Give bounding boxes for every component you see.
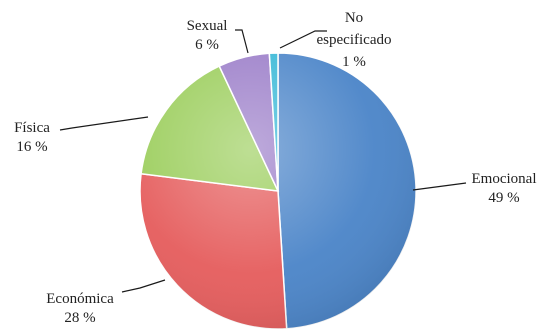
leader-line-emocional	[412, 182, 467, 191]
slice-label-emocional: Emocional	[472, 171, 537, 187]
slice-value-fisica: 16 %	[16, 139, 47, 155]
leader-line-fisica	[59, 116, 149, 131]
slice-value-no-especificado: 1 %	[342, 54, 366, 70]
slice-label-sexual: Sexual	[187, 18, 228, 34]
slice-value-economica: 28 %	[64, 310, 95, 326]
leader-line-economica	[121, 279, 166, 293]
slice-value-emocional: 49 %	[488, 190, 519, 206]
slice-label-fisica: Física	[14, 120, 50, 136]
slice-label-no-especificado-line2: especificado	[317, 32, 392, 48]
slice-label-economica: Económica	[46, 291, 114, 307]
leader-line-sexual	[235, 29, 249, 54]
pie-slice-economica	[139, 172, 288, 330]
pie-slices	[139, 52, 417, 330]
pie-slice-emocional	[277, 52, 417, 330]
leader-line-no-especificado	[279, 30, 327, 49]
slice-value-sexual: 6 %	[195, 37, 219, 53]
slice-label-no-especificado-line1: No	[345, 10, 363, 26]
